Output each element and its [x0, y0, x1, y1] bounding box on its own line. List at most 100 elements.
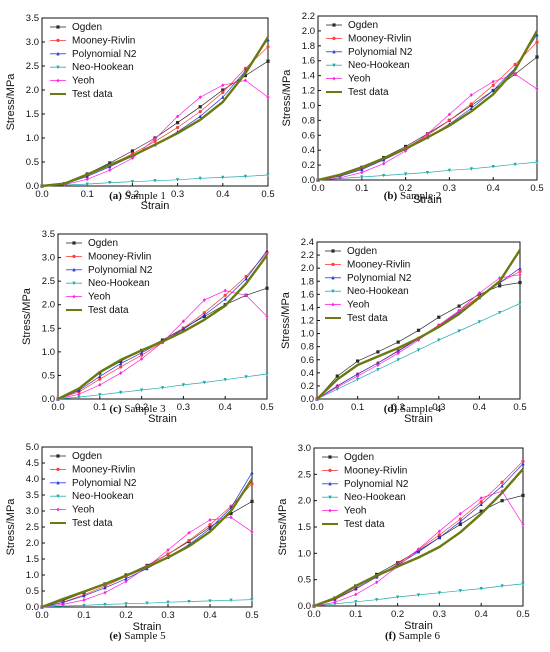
y-tick-label: 1.0 [42, 347, 55, 358]
data-point [244, 375, 248, 379]
data-point [535, 40, 539, 44]
data-point [328, 481, 332, 486]
data-point [208, 518, 212, 522]
data-point [498, 284, 502, 288]
y-tick-label: 0.8 [302, 115, 315, 126]
y-tick-label: 1.8 [302, 41, 315, 52]
legend-label: Yeoh [72, 76, 94, 87]
x-tick-label: 0.5 [245, 610, 258, 621]
data-point [56, 454, 60, 458]
data-point [332, 76, 336, 81]
data-point [208, 599, 212, 603]
legend-label: Ogden [348, 20, 378, 31]
data-point [56, 38, 60, 43]
data-point [500, 584, 504, 588]
x-tick-label: 0.2 [391, 609, 404, 620]
data-point [124, 602, 128, 606]
legend-label: Neo-Hookean [348, 60, 410, 71]
legend-label: Ogden [72, 22, 102, 33]
data-point [354, 592, 358, 597]
y-tick-label: 2.4 [301, 237, 314, 248]
data-point [103, 585, 107, 590]
y-tick-label: 0.0 [298, 601, 311, 612]
data-point [479, 587, 483, 591]
data-point [437, 529, 441, 534]
legend-label: Neo-Hookean [88, 278, 150, 289]
legend-label: Yeoh [88, 292, 110, 303]
data-point [437, 315, 441, 319]
data-point [458, 589, 462, 593]
data-point [77, 392, 81, 397]
data-point [477, 320, 481, 324]
caption-label: (c) [109, 403, 122, 415]
data-point [202, 311, 206, 315]
data-point [56, 78, 60, 83]
data-point [416, 348, 421, 352]
x-tick-label: 0.3 [171, 189, 184, 200]
y-tick-label: 3.5 [26, 13, 39, 24]
data-point [331, 289, 335, 294]
data-point [457, 308, 461, 313]
data-point [153, 139, 157, 143]
x-tick-label: 0.0 [307, 609, 320, 620]
data-point [198, 105, 202, 109]
x-tick-label: 0.5 [261, 189, 274, 200]
y-tick-label: 0.6 [302, 130, 315, 141]
data-point [437, 535, 441, 540]
data-point [265, 314, 269, 319]
data-point [103, 590, 107, 595]
series-line-test-data [317, 30, 539, 182]
legend-label: Test data [72, 89, 113, 100]
x-axis-label: Strain [404, 620, 433, 632]
data-point [198, 114, 202, 118]
x-tick-label: 0.2 [392, 402, 405, 413]
data-point [243, 78, 247, 83]
data-point [77, 395, 81, 400]
data-point [500, 499, 504, 503]
data-point [72, 241, 76, 245]
legend-label: Yeoh [344, 506, 366, 517]
y-tick-label: 0.5 [298, 575, 311, 586]
legend-label: Test data [344, 519, 385, 530]
data-point [328, 455, 332, 459]
x-tick-label: 0.1 [349, 609, 362, 620]
data-point [181, 319, 185, 324]
data-point [176, 121, 180, 125]
y-tick-label: 2.0 [26, 85, 39, 96]
data-point [208, 523, 212, 527]
data-point [166, 600, 170, 605]
data-point [56, 467, 60, 471]
caption-b: (b) Sample 2 [275, 190, 550, 202]
y-tick-label: 2.5 [298, 469, 311, 480]
data-point [469, 167, 473, 171]
data-point [469, 106, 473, 111]
data-point [477, 291, 481, 295]
data-point [457, 304, 461, 308]
data-point [513, 162, 517, 167]
data-point [250, 529, 254, 534]
data-point [396, 351, 400, 356]
legend-label: Polynomial N2 [348, 47, 413, 58]
y-tick-label: 1.0 [26, 570, 39, 581]
y-tick-label: 1.5 [42, 323, 55, 334]
data-point [382, 173, 386, 178]
x-tick-label: 0.4 [219, 402, 232, 413]
data-point [425, 170, 430, 175]
data-point [360, 175, 364, 180]
x-tick-label: 0.4 [216, 189, 229, 200]
data-point [130, 149, 134, 153]
data-point [521, 459, 525, 463]
y-tick-label: 1.8 [301, 276, 314, 287]
y-tick-label: 1.5 [298, 522, 311, 533]
series-line-yeoh [41, 517, 253, 608]
legend-label: Polynomial N2 [344, 479, 409, 490]
y-tick-label: 2.2 [302, 11, 315, 22]
data-point [85, 174, 89, 178]
y-tick-label: 2.5 [26, 522, 39, 533]
data-point [354, 600, 358, 604]
data-point [331, 249, 335, 253]
data-point [491, 79, 495, 84]
legend-label: Mooney-Rivlin [344, 465, 407, 476]
data-point [187, 538, 191, 543]
data-point [338, 175, 342, 180]
